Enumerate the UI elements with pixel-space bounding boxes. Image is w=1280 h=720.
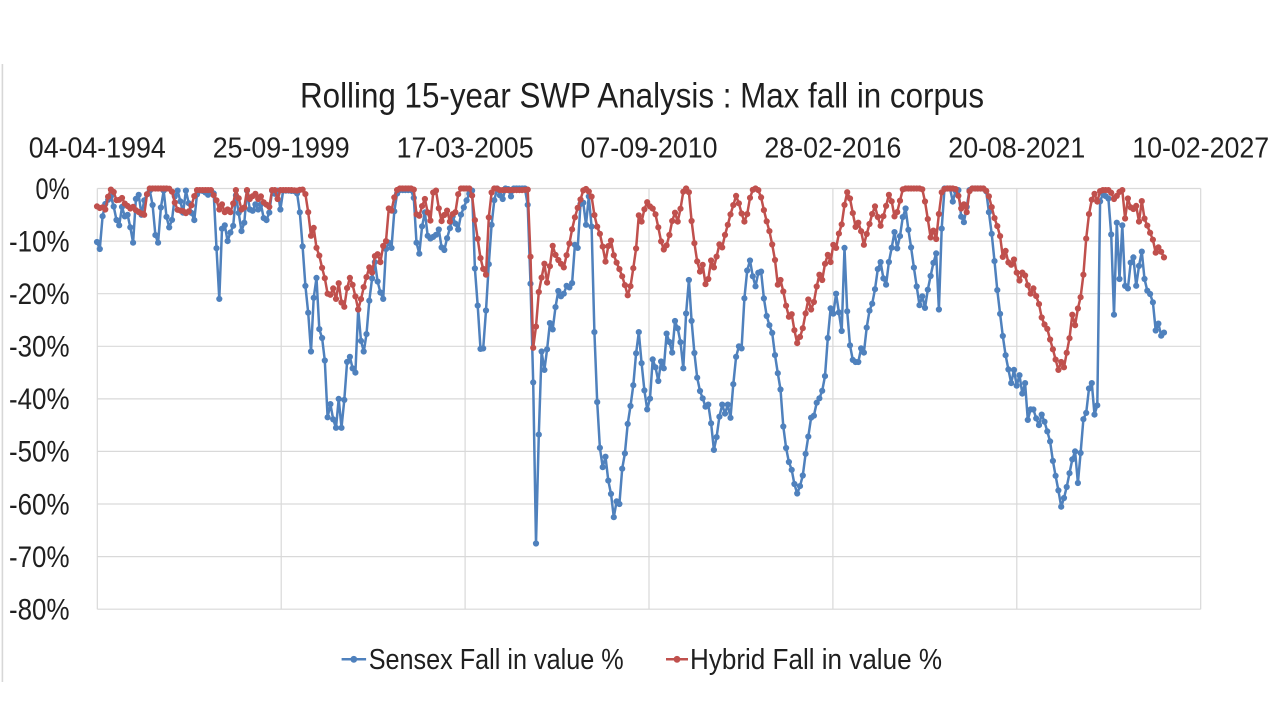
svg-text:-50%: -50% xyxy=(9,436,70,469)
svg-text:04-04-1994: 04-04-1994 xyxy=(29,133,166,165)
svg-text:10-02-2027: 10-02-2027 xyxy=(1132,133,1269,165)
svg-text:28-02-2016: 28-02-2016 xyxy=(764,133,901,165)
svg-text:20-08-2021: 20-08-2021 xyxy=(948,133,1085,165)
svg-text:25-09-1999: 25-09-1999 xyxy=(213,133,350,165)
svg-text:07-09-2010: 07-09-2010 xyxy=(581,133,718,165)
svg-text:17-03-2005: 17-03-2005 xyxy=(397,133,534,165)
svg-text:0%: 0% xyxy=(36,173,70,206)
svg-text:Hybrid Fall in value %: Hybrid Fall in value % xyxy=(690,644,942,676)
svg-text:-20%: -20% xyxy=(9,278,70,311)
svg-text:-60%: -60% xyxy=(9,488,70,521)
svg-text:-30%: -30% xyxy=(9,331,70,364)
svg-text:Rolling 15-year SWP Analysis :: Rolling 15-year SWP Analysis : Max fall … xyxy=(300,77,984,116)
svg-text:-70%: -70% xyxy=(9,541,70,574)
svg-text:Sensex Fall in value %: Sensex Fall in value % xyxy=(369,644,624,676)
svg-text:-10%: -10% xyxy=(9,225,70,258)
svg-text:-80%: -80% xyxy=(9,594,70,627)
svg-text:-40%: -40% xyxy=(9,383,70,416)
